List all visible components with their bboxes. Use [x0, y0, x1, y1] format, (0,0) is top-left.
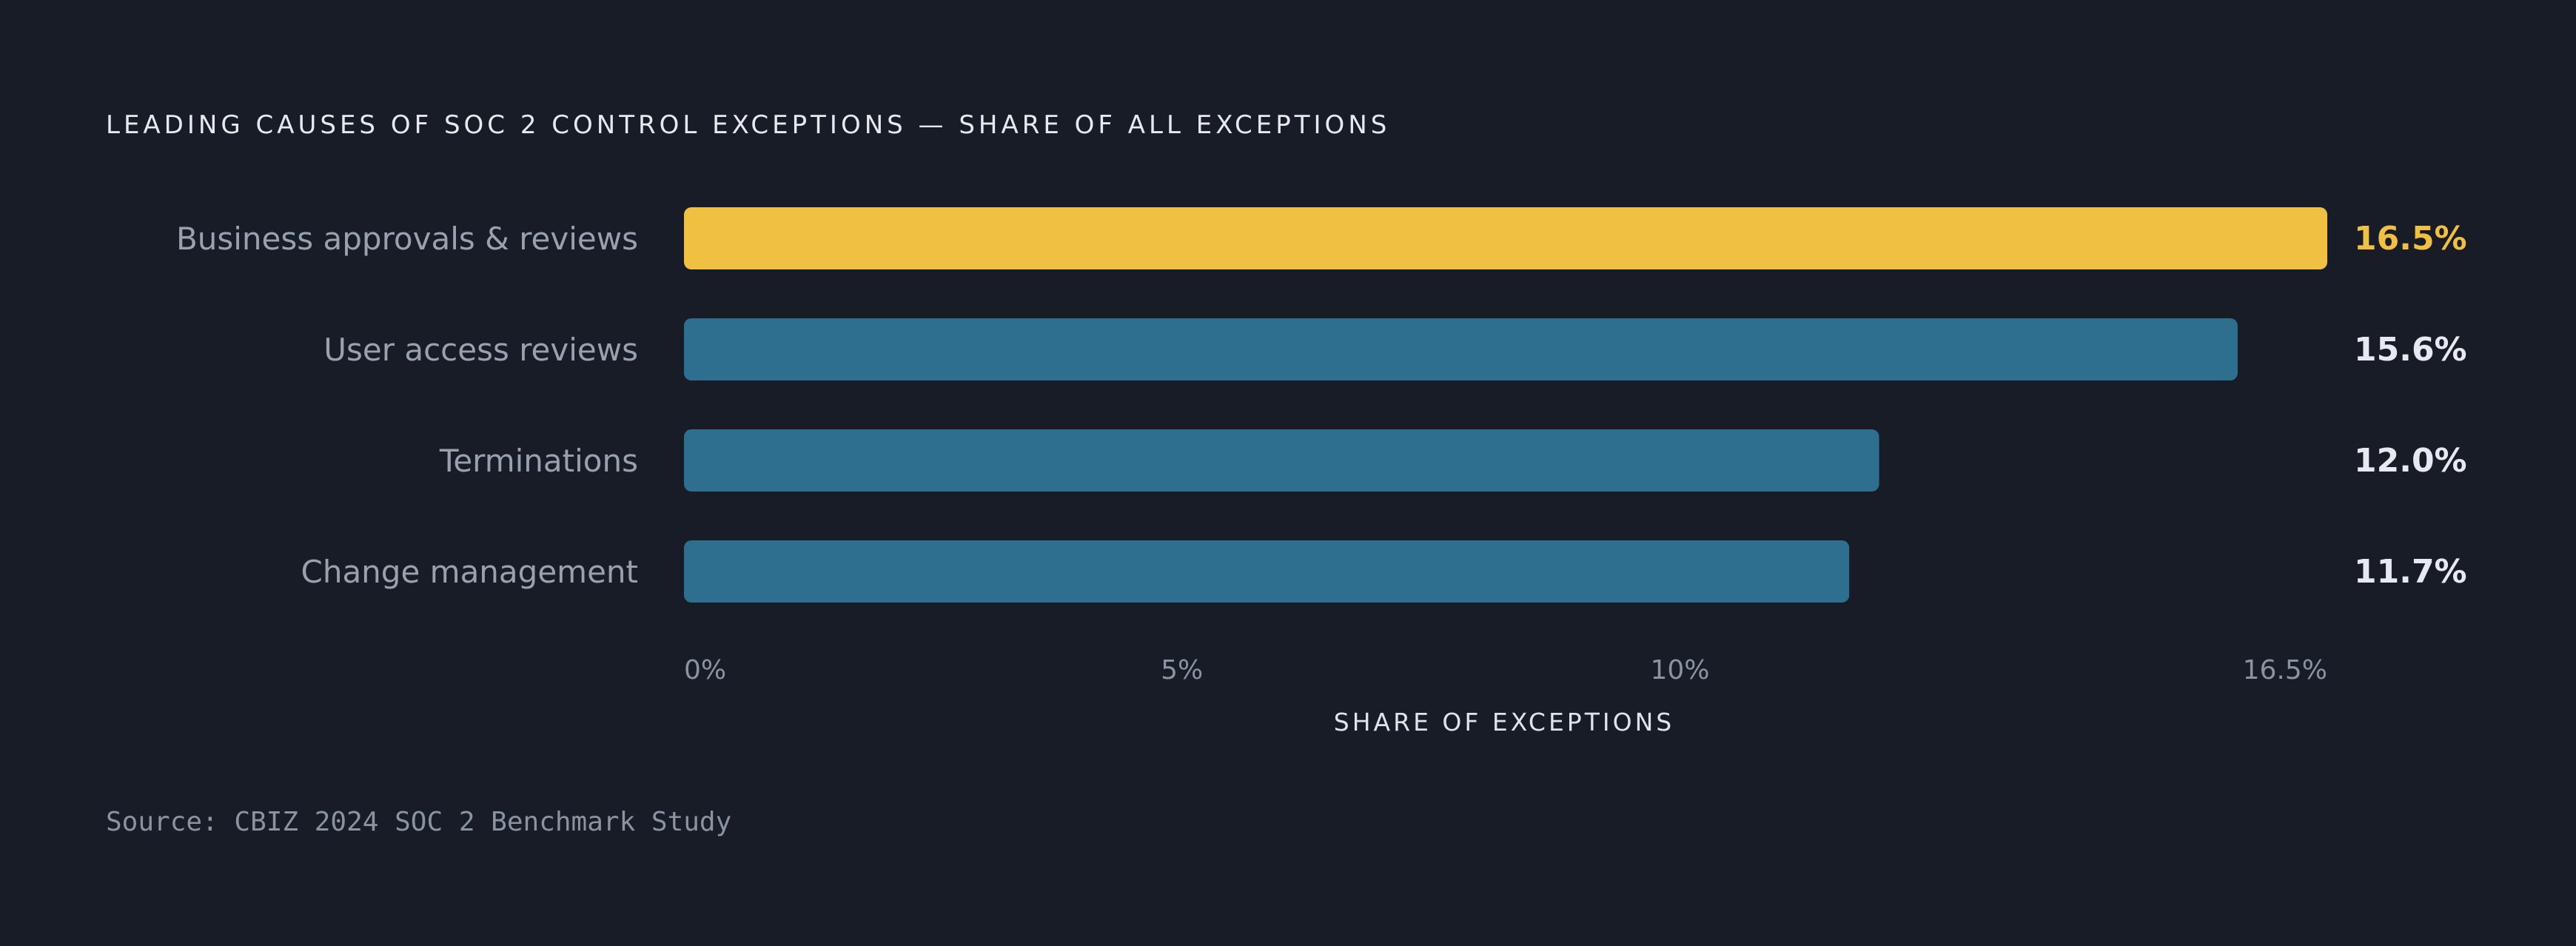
x-tick-label: 16.5% [2243, 655, 2327, 685]
bar [684, 207, 2327, 269]
value-label: 11.7% [2354, 553, 2467, 591]
bar [684, 318, 2238, 380]
bars-group: Business approvals & reviews 16.5% User ac… [176, 207, 2467, 603]
category-label: Change management [301, 554, 639, 590]
x-tick-label: 5% [1161, 655, 1203, 685]
x-tick-label: 10% [1650, 655, 1709, 685]
x-tick-label: 0% [684, 655, 726, 685]
bar [684, 429, 1879, 492]
value-label: 15.6% [2354, 331, 2467, 369]
bar [684, 540, 1850, 603]
value-label: 12.0% [2354, 442, 2467, 480]
category-label: User access reviews [323, 332, 638, 368]
category-label: Business approvals & reviews [176, 221, 638, 257]
category-label: Terminations [439, 443, 638, 479]
chart-title: LEADING CAUSES OF SOC 2 CONTROL EXCEPTIO… [106, 110, 1390, 140]
x-axis-title: SHARE OF EXCEPTIONS [1334, 708, 1674, 737]
value-label: 16.5% [2354, 220, 2467, 258]
source-note: Source: CBIZ 2024 SOC 2 Benchmark Study [106, 807, 731, 837]
x-axis-ticks: 0% 5% 10% 16.5% [684, 655, 2327, 685]
